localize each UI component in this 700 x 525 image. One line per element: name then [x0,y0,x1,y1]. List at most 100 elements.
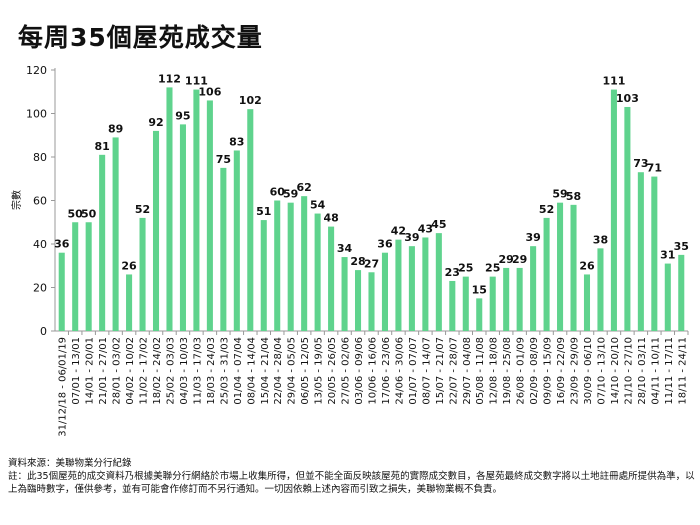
data-label: 31 [660,249,675,262]
bar [610,89,617,331]
x-tick-label: 13/05 - 19/05 [314,337,325,405]
x-tick-label: 24/06 - 30/06 [394,337,405,405]
data-label: 25 [485,262,500,275]
data-label: 38 [593,233,608,246]
x-tick-label: 03/06 - 09/06 [354,337,365,405]
x-tick-label: 05/08 - 11/08 [475,337,486,405]
x-tick-label: 31/12/18 - 06/01/19 [58,337,69,437]
x-tick-label: 22/04 - 28/04 [273,337,284,405]
data-label: 35 [674,240,689,253]
bar [193,89,200,331]
data-label: 62 [297,181,312,194]
bar [341,257,348,331]
x-tick-label: 16/09 - 22/09 [556,337,567,405]
x-tick-label: 28/01 - 03/02 [112,337,123,405]
x-tick-label: 28/10 - 03/11 [637,337,648,405]
x-tick-label: 11/03 - 17/03 [192,337,203,405]
data-label: 26 [121,259,137,272]
bar [583,274,591,331]
bar [247,109,254,332]
bar [422,237,429,331]
data-label: 73 [633,157,648,170]
bar [112,137,119,331]
data-label: 83 [229,135,244,148]
data-label: 29 [499,253,514,266]
x-tick-label: 25/02 - 03/03 [165,337,176,405]
y-tick-label: 100 [26,108,47,121]
bar [233,150,240,331]
x-tick-label: 17/06 - 23/06 [381,337,392,405]
bar [678,254,685,331]
bar [597,248,604,331]
data-label: 52 [135,203,150,216]
data-label: 81 [94,140,109,153]
bar [355,270,362,331]
bar [368,272,375,331]
bar [530,246,537,331]
x-tick-label: 11/02 - 17/02 [139,337,150,405]
bar [179,124,186,331]
bar [503,267,510,331]
data-label: 60 [270,186,286,199]
x-tick-label: 20/05 - 26/05 [327,337,338,405]
x-tick-label: 22/07 - 28/07 [448,337,459,405]
data-label: 25 [458,262,473,275]
data-label: 103 [616,92,639,105]
bar [381,252,388,331]
x-tick-label: 02/09 - 08/09 [529,337,540,405]
data-label: 27 [364,257,379,270]
x-tick-label: 08/04 - 14/04 [246,337,257,405]
data-label: 92 [148,116,163,129]
data-label: 36 [377,238,393,251]
x-tick-label: 04/03 - 10/03 [179,337,190,405]
bar [274,200,281,331]
bar [328,226,335,331]
y-tick-label: 40 [33,238,47,251]
x-tick-label: 14/01 - 20/01 [85,337,96,405]
bar [126,274,133,331]
x-tick-label: 01/07 - 07/07 [408,337,419,405]
bar [489,276,496,331]
x-tick-label: 18/11 - 24/11 [677,337,688,405]
chart-title: 每周35個屋苑成交量 [18,23,263,52]
bar [166,87,173,332]
bar [476,298,483,331]
bar-chart: 0 20 40 60 80 100 120 宗數 36 31/12/18 - 06/01/19 50… [10,64,689,437]
data-label: 15 [472,283,487,296]
bar [408,246,415,331]
x-tick-label: 11/11 - 17/11 [664,337,675,405]
x-tick-label: 26/08 - 01/09 [516,337,527,405]
data-label: 71 [647,162,662,175]
x-tick-label: 25/03 - 31/03 [219,337,230,405]
x-tick-label: 29/04 - 05/05 [287,337,298,405]
x-tick-label: 15/04 - 21/04 [260,337,271,405]
x-tick-label: 30/09 - 06/10 [583,337,594,405]
data-label: 29 [512,253,527,266]
x-tick-label: 12/08 - 18/08 [489,337,500,405]
x-tick-label: 18/02 - 24/02 [152,337,163,405]
bar [260,220,267,331]
y-tick-label: 60 [33,195,47,208]
bar [557,202,564,331]
bar [206,100,213,331]
data-label: 111 [602,75,625,88]
x-tick-label: 21/10 - 27/10 [623,337,634,405]
x-tick-label: 07/10 - 13/10 [596,337,607,405]
data-label: 89 [108,122,123,135]
data-label: 112 [158,72,181,85]
bar [462,276,469,331]
bar [58,252,65,331]
bar [72,222,79,331]
data-label: 106 [198,85,221,98]
data-label: 28 [350,255,365,268]
disclaimer-note: 註：此35個屋苑的成交資料乃根據美聯分行網絡於市場上收集所得，但並不能全面反映該… [8,471,695,495]
x-tick-label: 27/05 - 02/06 [341,337,352,405]
data-label: 50 [81,207,97,220]
data-label: 102 [239,94,262,107]
bar [449,280,456,331]
x-tick-label: 01/04 - 07/04 [233,337,244,405]
bar [152,130,160,331]
x-tick-label: 04/11 - 10/11 [650,337,661,405]
x-tick-label: 10/06 - 16/06 [368,337,379,405]
data-label: 51 [256,205,271,218]
